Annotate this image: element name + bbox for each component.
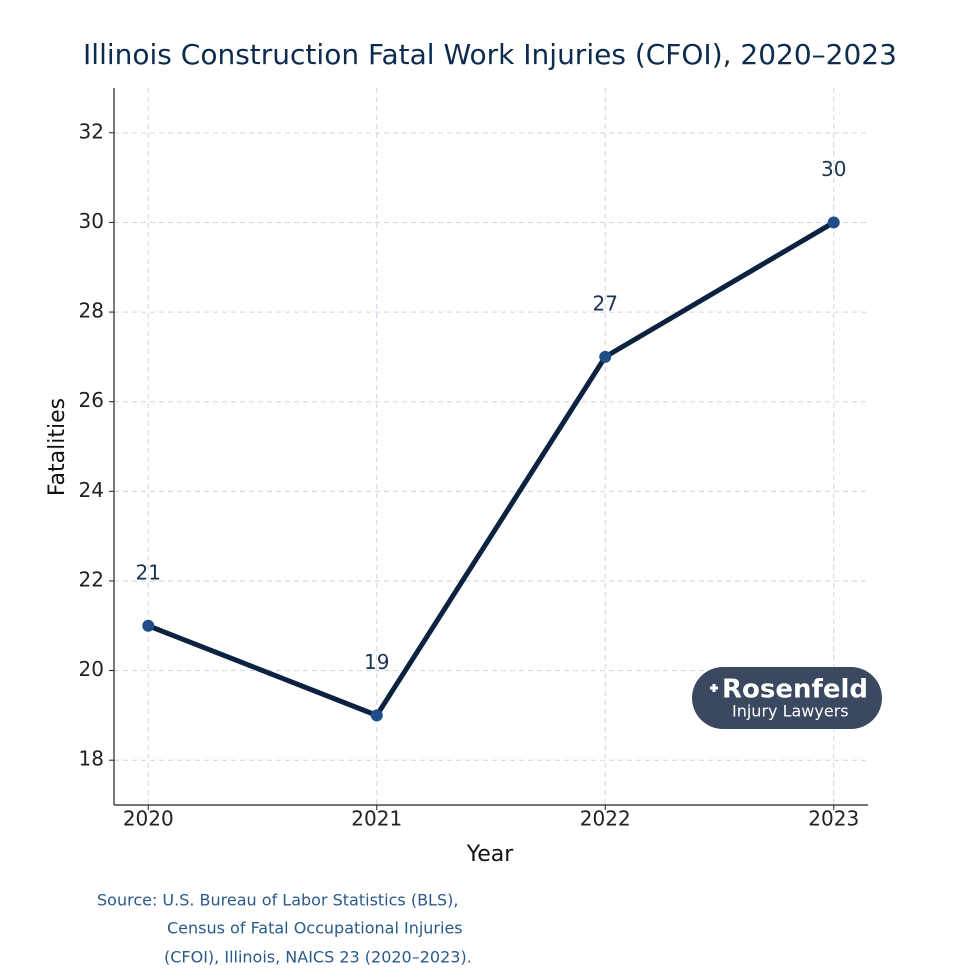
source-line: (CFOI), Illinois, NAICS 23 (2020–2023). bbox=[164, 948, 472, 967]
data-label: 21 bbox=[136, 560, 161, 584]
x-tick-label: 2021 bbox=[351, 807, 402, 831]
y-tick-label: 32 bbox=[79, 119, 104, 143]
y-tick-label: 18 bbox=[79, 747, 104, 771]
data-label: 30 bbox=[821, 157, 846, 181]
data-point bbox=[142, 619, 155, 632]
plot: 21 19 27 30 bbox=[136, 157, 846, 722]
data-label: 27 bbox=[593, 291, 618, 315]
y-tick-label: 28 bbox=[79, 299, 104, 323]
y-tick-label: 30 bbox=[79, 209, 104, 233]
x-tick-label: 2020 bbox=[123, 807, 174, 831]
x-axis-label: Year bbox=[466, 842, 515, 867]
x-tick-label: 2023 bbox=[808, 807, 859, 831]
data-label: 19 bbox=[364, 650, 389, 674]
source-line: Source: U.S. Bureau of Labor Statistics … bbox=[97, 891, 458, 910]
chart-title: Illinois Construction Fatal Work Injurie… bbox=[83, 38, 897, 71]
logo-tagline: Injury Lawyers bbox=[732, 702, 849, 721]
data-line bbox=[147, 220, 835, 718]
y-tick-label: 26 bbox=[79, 388, 104, 412]
logo-name: Rosenfeld bbox=[722, 675, 868, 705]
data-point bbox=[370, 709, 383, 722]
data-point bbox=[599, 350, 612, 363]
logo-cross bbox=[710, 684, 718, 692]
source-line: Census of Fatal Occupational Injuries bbox=[167, 919, 463, 938]
logo: Rosenfeld Injury Lawyers bbox=[692, 667, 882, 729]
data-point bbox=[827, 216, 840, 229]
y-tick-label: 22 bbox=[79, 567, 104, 591]
x-tick-label: 2022 bbox=[580, 807, 631, 831]
y-tick-label: 20 bbox=[79, 657, 104, 681]
y-axis-label: Fatalities bbox=[45, 398, 70, 496]
logo-badge bbox=[692, 667, 882, 729]
y-tick-label: 24 bbox=[79, 478, 104, 502]
